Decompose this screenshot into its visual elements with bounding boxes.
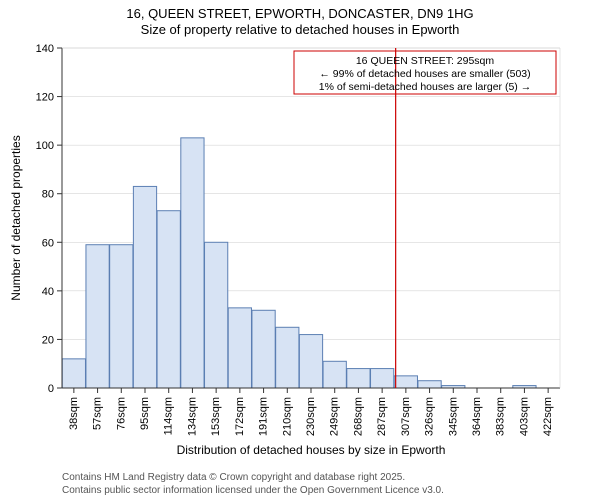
x-tick-label: 38sqm	[68, 397, 80, 430]
x-tick-label: 76sqm	[115, 397, 127, 430]
histogram-bar	[252, 310, 275, 388]
histogram-bar	[228, 308, 251, 388]
y-tick-label: 120	[36, 92, 54, 104]
x-tick-label: 422sqm	[542, 397, 554, 436]
x-tick-label: 134sqm	[186, 397, 198, 436]
x-tick-label: 345sqm	[447, 397, 459, 436]
callout-line: ← 99% of detached houses are smaller (50…	[319, 68, 530, 80]
histogram-bar	[418, 381, 441, 388]
footer-line1: Contains HM Land Registry data © Crown c…	[62, 472, 405, 483]
histogram-bar	[371, 369, 394, 388]
x-tick-label: 95sqm	[139, 397, 151, 430]
x-tick-label: 287sqm	[376, 397, 388, 436]
x-tick-label: 326sqm	[424, 397, 436, 436]
chart-title-line2: Size of property relative to detached ho…	[141, 22, 460, 37]
y-tick-label: 100	[36, 140, 54, 152]
x-axis-label: Distribution of detached houses by size …	[177, 443, 446, 457]
plot-area: 0 20 40 60 80 100 120 140 38sqm 57sqm 76sqm 95sqm 11…	[36, 43, 560, 436]
histogram-bar	[157, 211, 180, 388]
y-tick-label: 20	[42, 334, 54, 346]
x-tick-label: 364sqm	[471, 397, 483, 436]
y-axis-label: Number of detached properties	[9, 135, 23, 300]
histogram-bar	[276, 327, 299, 388]
histogram-bar	[110, 245, 133, 388]
callout-line: 16 QUEEN STREET: 295sqm	[356, 55, 495, 67]
histogram-bar	[299, 335, 322, 388]
y-tick-label: 80	[42, 189, 54, 201]
y-tick-label: 40	[42, 286, 54, 298]
y-tick-label: 0	[48, 383, 54, 395]
histogram-bar	[347, 369, 370, 388]
histogram-bar	[62, 359, 85, 388]
x-tick-label: 57sqm	[92, 397, 104, 430]
x-tick-label: 153sqm	[210, 397, 222, 436]
x-tick-label: 172sqm	[234, 397, 246, 436]
y-tick-label: 60	[42, 237, 54, 249]
histogram-bar	[181, 138, 204, 388]
x-tick-label: 114sqm	[163, 397, 175, 435]
x-tick-label: 210sqm	[281, 397, 293, 436]
chart-title-line1: 16, QUEEN STREET, EPWORTH, DONCASTER, DN…	[126, 6, 473, 21]
y-tick-label: 140	[36, 43, 54, 55]
footer-line2: Contains public sector information licen…	[62, 485, 444, 496]
histogram-bar	[133, 186, 156, 388]
x-tick-label: 191sqm	[258, 397, 270, 436]
x-tick-label: 249sqm	[329, 397, 341, 436]
x-tick-label: 307sqm	[400, 397, 412, 436]
histogram-bar	[394, 376, 417, 388]
x-tick-label: 403sqm	[518, 397, 530, 436]
x-tick-label: 230sqm	[305, 397, 317, 436]
x-tick-label: 268sqm	[352, 397, 364, 436]
histogram-bar	[323, 361, 346, 388]
x-tick-label: 383sqm	[495, 397, 507, 436]
histogram-bar	[86, 245, 109, 388]
histogram-bar	[205, 242, 228, 388]
callout-line: 1% of semi-detached houses are larger (5…	[319, 81, 531, 93]
